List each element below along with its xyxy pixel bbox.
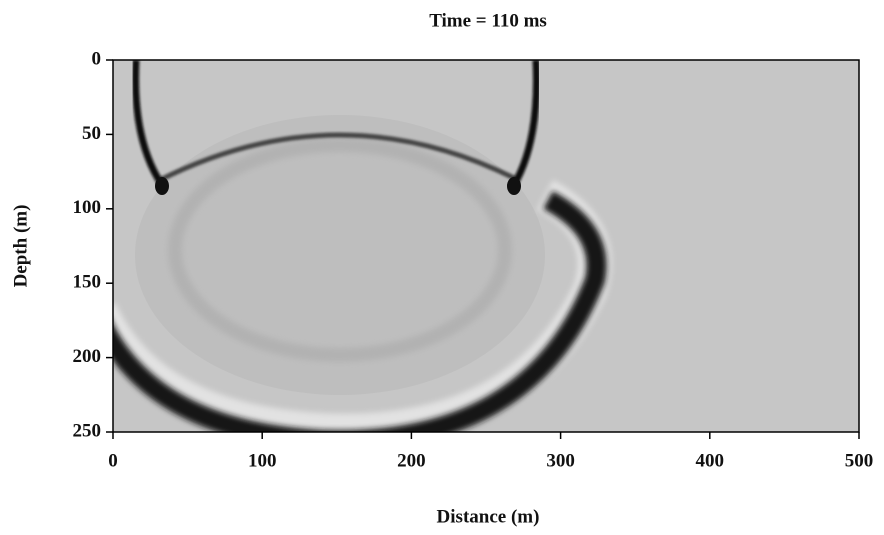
right-front (510, 60, 540, 187)
inner-ring (168, 138, 512, 362)
left-source (155, 177, 169, 195)
wavefield (113, 60, 859, 432)
x-tick-label: 200 (397, 450, 426, 471)
x-tick-label: 300 (546, 450, 575, 471)
plot-frame (112, 59, 860, 433)
x-tick-label: 100 (248, 450, 277, 471)
x-tick-label: 500 (845, 450, 874, 471)
y-tick-label: 250 (73, 420, 102, 441)
reflection-arc (158, 132, 520, 183)
y-tick-label: 150 (73, 272, 102, 293)
y-axis-label: Depth (m) (10, 205, 31, 288)
y-tick-label: 50 (82, 123, 101, 144)
chart-title: Time = 110 ms (429, 10, 547, 31)
y-tick-label: 0 (92, 48, 102, 69)
x-tick-label: 0 (108, 450, 118, 471)
left-front (132, 60, 165, 187)
y-tick-label: 100 (73, 197, 102, 218)
y-tick-label: 200 (73, 346, 102, 367)
wavefront (113, 191, 607, 432)
x-axis-label: Distance (m) (437, 506, 540, 527)
x-tick-label: 400 (696, 450, 725, 471)
right-source (507, 177, 521, 195)
